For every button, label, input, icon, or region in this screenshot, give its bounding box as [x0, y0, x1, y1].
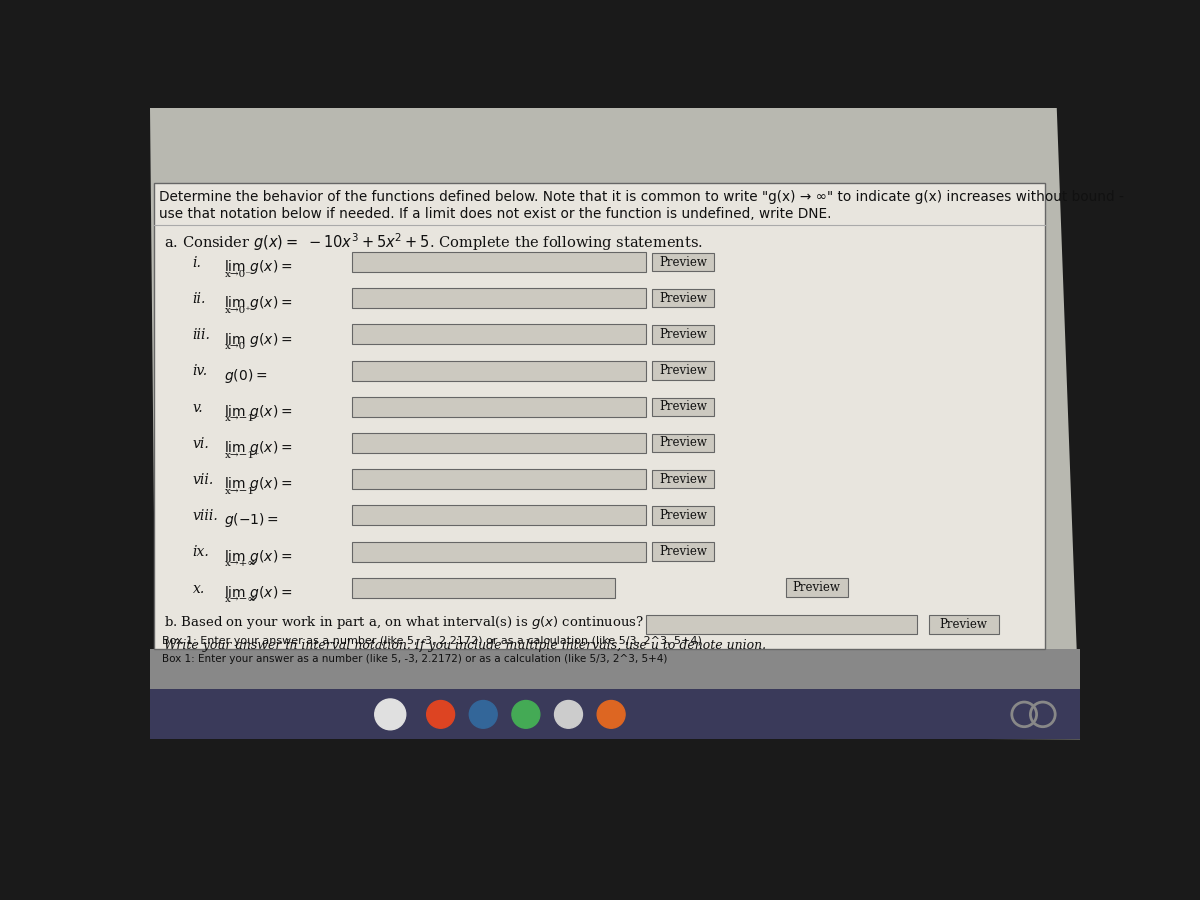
Text: Preview: Preview: [940, 618, 988, 631]
Text: ii.: ii.: [193, 292, 206, 306]
Bar: [352, 542, 646, 562]
Text: iii.: iii.: [193, 328, 210, 342]
Text: x→−1⁺: x→−1⁺: [226, 451, 260, 460]
Text: x→0: x→0: [226, 342, 246, 351]
Bar: [352, 578, 616, 598]
Text: Preview: Preview: [792, 581, 840, 594]
Text: $\lim\ g(x) =$: $\lim\ g(x) =$: [223, 439, 292, 457]
Polygon shape: [150, 108, 1080, 740]
Text: $\lim\ g(x) =$: $\lim\ g(x) =$: [223, 403, 292, 421]
Text: Preview: Preview: [659, 472, 707, 486]
Text: Preview: Preview: [659, 545, 707, 558]
Text: Preview: Preview: [659, 328, 707, 341]
Text: Preview: Preview: [659, 436, 707, 449]
Text: Write your answer in interval notation. If you include multiple intervals, use u: Write your answer in interval notation. …: [164, 638, 766, 652]
Text: $\lim\ g(x) =$: $\lim\ g(x) =$: [223, 584, 292, 602]
Text: v.: v.: [193, 400, 203, 415]
Circle shape: [554, 700, 582, 728]
Text: Box 1: Enter your answer as a number (like 5, -3, 2.2172) or as a calculation (l: Box 1: Enter your answer as a number (li…: [162, 654, 667, 664]
Text: x→−1: x→−1: [226, 487, 256, 496]
Bar: [352, 288, 646, 308]
Text: $\lim\ g(x) =$: $\lim\ g(x) =$: [223, 258, 292, 276]
Text: Determine the behavior of the functions defined below. Note that it is common to: Determine the behavior of the functions …: [160, 190, 1124, 203]
Bar: [352, 397, 646, 417]
Text: use that notation below if needed. If a limit does not exist or the function is : use that notation below if needed. If a …: [160, 207, 832, 220]
Text: vii.: vii.: [193, 473, 214, 487]
Bar: [352, 469, 646, 490]
Bar: [653, 470, 714, 489]
Text: Preview: Preview: [659, 508, 707, 522]
Text: x→0⁺: x→0⁺: [226, 306, 252, 315]
Bar: [653, 361, 714, 380]
Text: Box 1: Enter your answer as a number (like 5, -3, 2.2172) or as a calculation (l: Box 1: Enter your answer as a number (li…: [162, 636, 702, 646]
Bar: [150, 689, 1080, 740]
Text: x→−∞: x→−∞: [226, 596, 257, 605]
Text: $\lim\ g(x) =$: $\lim\ g(x) =$: [223, 294, 292, 312]
Bar: [653, 289, 714, 308]
Text: a. Consider $g(x) = \ -10x^3 + 5x^2 + 5$. Complete the following statements.: a. Consider $g(x) = \ -10x^3 + 5x^2 + 5$…: [164, 231, 703, 253]
Text: vi.: vi.: [193, 436, 209, 451]
Text: $\lim\ g(x) =$: $\lim\ g(x) =$: [223, 330, 292, 348]
Text: Preview: Preview: [659, 256, 707, 268]
Circle shape: [512, 700, 540, 728]
Text: viii.: viii.: [193, 509, 218, 523]
Circle shape: [427, 700, 455, 728]
Bar: [653, 398, 714, 416]
Circle shape: [469, 700, 497, 728]
Bar: [646, 616, 917, 634]
Bar: [352, 361, 646, 381]
Bar: [929, 616, 998, 634]
Bar: [352, 505, 646, 526]
Bar: [786, 579, 847, 597]
Bar: [352, 433, 646, 453]
Bar: [653, 253, 714, 271]
Text: i.: i.: [193, 256, 202, 270]
Circle shape: [598, 700, 625, 728]
Text: ix.: ix.: [193, 545, 209, 560]
Text: Preview: Preview: [659, 400, 707, 413]
Text: $g(0) =$: $g(0) =$: [223, 366, 266, 384]
Text: x→−1⁻: x→−1⁻: [226, 415, 260, 424]
Text: iv.: iv.: [193, 364, 208, 378]
Text: x.: x.: [193, 581, 205, 596]
Text: $g(-1) =$: $g(-1) =$: [223, 511, 278, 529]
Bar: [653, 506, 714, 525]
Bar: [154, 184, 1045, 649]
Text: x→+∞: x→+∞: [226, 559, 257, 568]
Bar: [653, 543, 714, 561]
Text: Preview: Preview: [659, 292, 707, 305]
Text: x→0⁻: x→0⁻: [226, 270, 252, 279]
Bar: [653, 325, 714, 344]
Text: Preview: Preview: [659, 364, 707, 377]
Bar: [352, 324, 646, 345]
Text: $\lim\ g(x) =$: $\lim\ g(x) =$: [223, 475, 292, 493]
Bar: [653, 434, 714, 452]
Bar: [150, 649, 1080, 689]
Text: $\lim\ g(x) =$: $\lim\ g(x) =$: [223, 548, 292, 566]
Text: b. Based on your work in part a, on what interval(s) is $g(x)$ continuous?: b. Based on your work in part a, on what…: [164, 614, 644, 631]
Circle shape: [374, 699, 406, 730]
Bar: [352, 252, 646, 272]
